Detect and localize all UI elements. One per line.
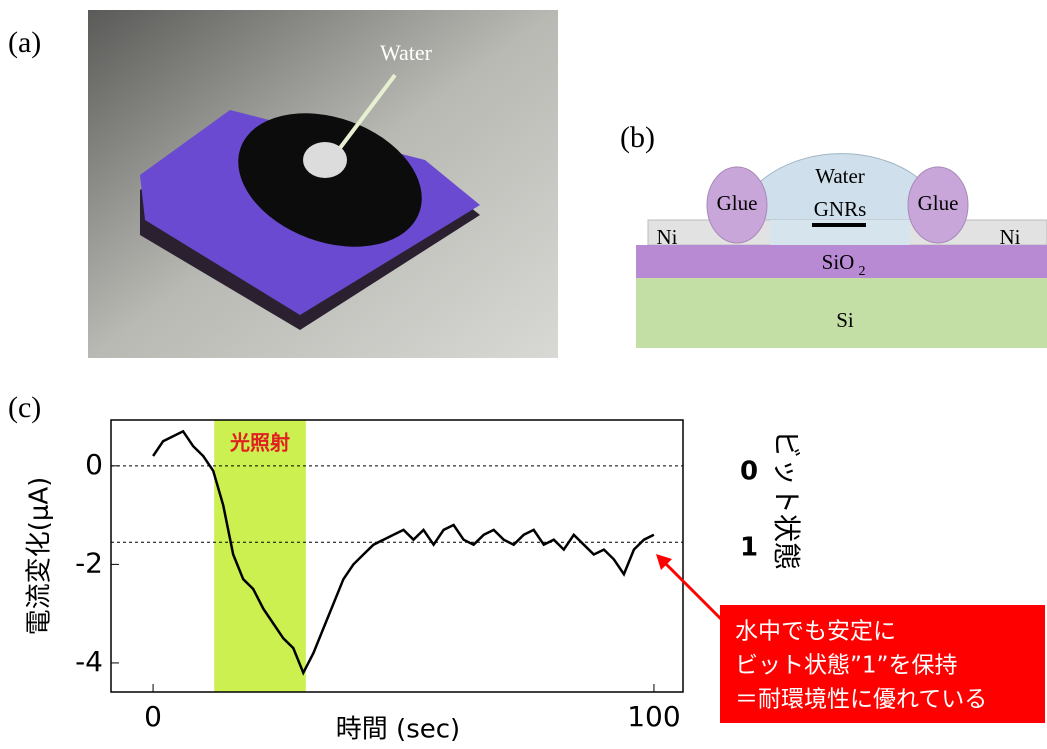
label-sub: 2	[859, 264, 866, 279]
panel-label: (a)	[8, 26, 41, 59]
annotation: Water	[380, 40, 433, 65]
callout-text: ビット状態”1”を保持	[735, 653, 957, 679]
label: SiO	[822, 250, 855, 274]
y-axis-label: 電流変化(μA)	[25, 477, 55, 636]
panel-label: (b)	[620, 121, 655, 154]
bit-label: 0	[740, 456, 758, 486]
page: (a) Water (b) Water GNRs Glue Glue Ni Ni…	[0, 0, 1047, 749]
plot-frame	[111, 420, 683, 692]
figure: (a) Water (b) Water GNRs Glue Glue Ni Ni…	[0, 0, 1047, 749]
y-tick-label: 0	[85, 448, 103, 481]
label: Si	[836, 308, 854, 332]
label: Glue	[717, 191, 758, 215]
callout-text: ＝耐環境性に優れている	[735, 687, 987, 713]
label: GNRs	[814, 197, 867, 221]
y-tick-label: -2	[75, 546, 103, 579]
y-tick-label: -4	[75, 645, 103, 678]
bit-label: 1	[740, 533, 758, 563]
x-tick-label: 0	[144, 700, 162, 733]
shaded-region	[214, 420, 306, 692]
panel-label: (c)	[8, 391, 41, 424]
x-axis-label: 時間 (sec)	[336, 715, 460, 745]
label: Ni	[1000, 225, 1021, 249]
x-tick-label: 100	[627, 700, 680, 733]
right-axis-label: ビット状態	[770, 430, 803, 570]
callout-text: 水中でも安定に	[735, 619, 896, 645]
callout-arrow	[662, 560, 722, 620]
chart: 光照射 0 1 0 -2 -4 0 100 時間 (sec) 電流変化(μA) ビット状態水中でも安…	[25, 420, 1046, 745]
label: Ni	[657, 225, 678, 249]
region-label: 光照射	[229, 431, 290, 455]
label: Water	[815, 164, 865, 188]
label: Glue	[918, 191, 959, 215]
